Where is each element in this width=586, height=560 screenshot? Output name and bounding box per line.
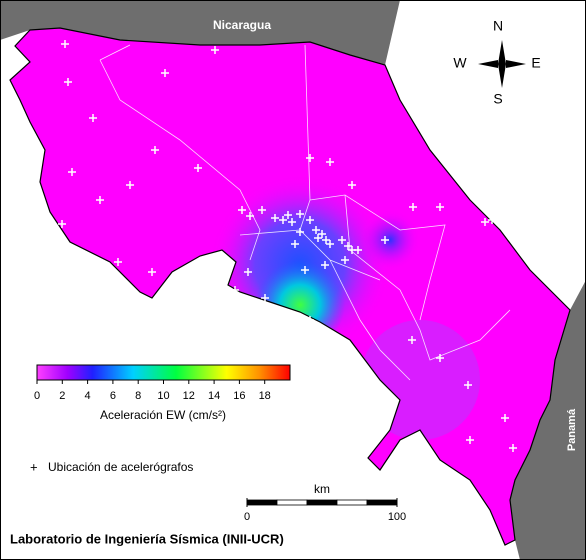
station xyxy=(246,212,254,220)
station xyxy=(464,381,472,389)
colorbar-tick-label: 8 xyxy=(135,390,141,402)
station xyxy=(321,261,329,269)
scalebar-unit: km xyxy=(314,482,330,496)
station xyxy=(314,234,322,242)
station xyxy=(296,210,304,218)
colorbar-tick-label: 10 xyxy=(157,390,169,402)
station xyxy=(148,268,156,276)
station xyxy=(238,206,246,214)
station xyxy=(408,336,416,344)
station xyxy=(318,230,326,238)
station xyxy=(64,78,72,86)
station xyxy=(306,216,314,224)
colorbar-tick-label: 14 xyxy=(208,390,220,402)
colorbar-tick-label: 0 xyxy=(34,390,40,402)
colorbar-tick-label: 18 xyxy=(259,390,271,402)
colorbar xyxy=(36,364,291,381)
footer: Laboratorio de Ingeniería Sísmica (INII-… xyxy=(10,531,284,546)
colorbar-tick-label: 6 xyxy=(110,390,116,402)
colorbar-tick-label: 2 xyxy=(59,390,65,402)
station xyxy=(194,164,202,172)
compass-rose: N W E S xyxy=(453,18,540,107)
scalebar-segment xyxy=(246,499,278,506)
scalebar: 0 100 xyxy=(244,498,406,523)
station xyxy=(381,236,389,244)
station xyxy=(261,294,269,302)
colorbar-tick-label: 16 xyxy=(233,390,245,402)
station xyxy=(348,181,356,189)
station xyxy=(436,354,444,362)
scalebar-tick-label: 100 xyxy=(388,511,406,523)
station xyxy=(338,236,346,244)
nicaragua-land xyxy=(0,0,400,65)
station xyxy=(271,214,279,222)
country-label: Nicaragua xyxy=(213,18,271,32)
station xyxy=(466,436,474,444)
station xyxy=(89,114,97,122)
scalebar-segment xyxy=(366,499,398,506)
legend-symbol: + xyxy=(30,459,38,474)
station xyxy=(161,69,169,77)
station xyxy=(509,444,517,452)
station xyxy=(341,256,349,264)
station xyxy=(301,266,309,274)
station xyxy=(344,242,352,250)
station xyxy=(231,286,239,294)
scalebar-segment xyxy=(306,499,338,506)
station xyxy=(96,196,104,204)
station xyxy=(61,40,69,48)
station xyxy=(481,218,489,226)
station xyxy=(68,168,76,176)
station xyxy=(501,414,509,422)
station xyxy=(409,203,417,211)
station xyxy=(114,258,122,266)
scalebar-segment xyxy=(336,499,368,506)
colorbar-tick-label: 4 xyxy=(85,390,91,402)
compass-label: E xyxy=(531,55,540,71)
station xyxy=(288,218,296,226)
panama-land xyxy=(510,280,586,560)
station xyxy=(126,181,134,189)
station xyxy=(244,268,252,276)
compass-label: S xyxy=(493,91,502,107)
station xyxy=(312,226,320,234)
station xyxy=(151,146,159,154)
compass-label: N xyxy=(493,18,503,34)
station xyxy=(306,154,314,162)
station xyxy=(354,246,362,254)
country-label: Panamá xyxy=(566,408,578,451)
station xyxy=(291,240,299,248)
station xyxy=(326,240,334,248)
station xyxy=(258,206,266,214)
station xyxy=(322,236,330,244)
scalebar-segment xyxy=(276,499,308,506)
station-markers xyxy=(58,40,517,452)
legend-label: Ubicación de acelerógrafos xyxy=(48,460,193,474)
station xyxy=(284,211,292,219)
colorbar-label: Aceleración EW (cm/s²) xyxy=(100,408,226,422)
compass-label: W xyxy=(453,55,467,71)
colorbar-tick-label: 12 xyxy=(183,390,195,402)
station xyxy=(279,216,287,224)
station xyxy=(326,158,334,166)
station xyxy=(58,220,66,228)
station xyxy=(296,228,304,236)
station xyxy=(488,216,496,224)
scalebar-tick-label: 0 xyxy=(244,511,250,523)
station xyxy=(211,46,219,54)
station xyxy=(306,316,314,324)
station xyxy=(436,203,444,211)
